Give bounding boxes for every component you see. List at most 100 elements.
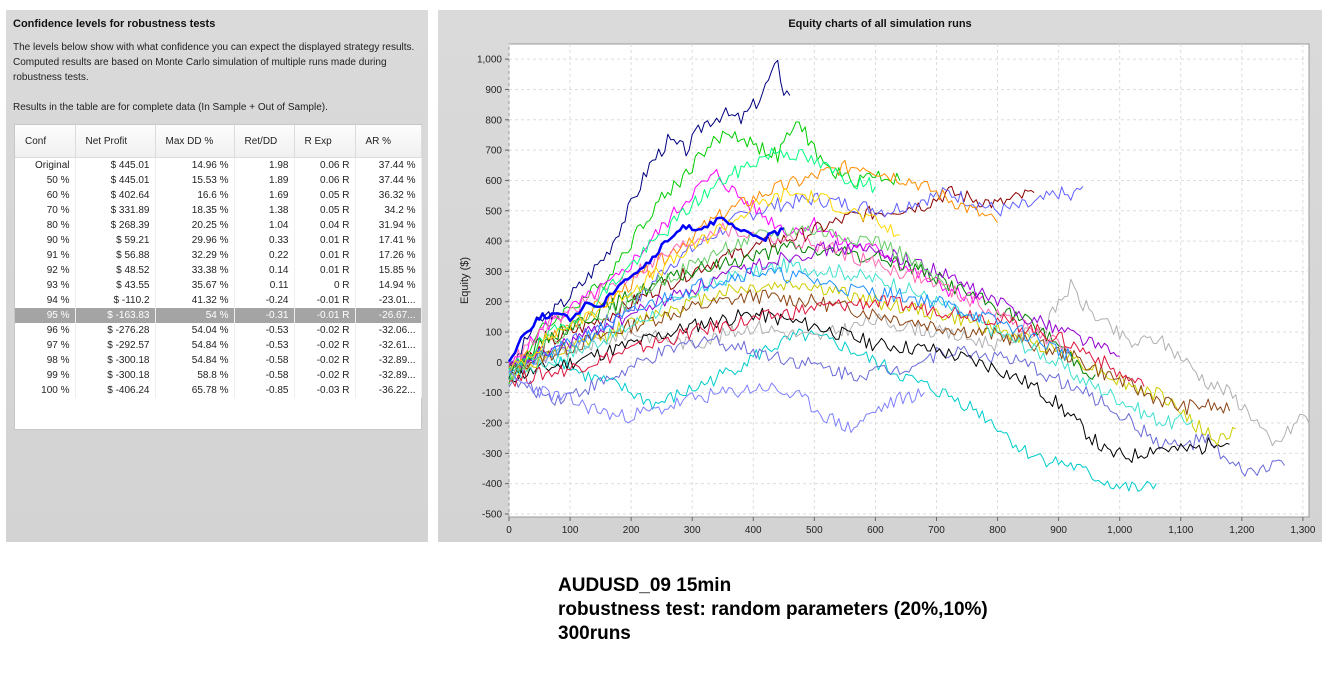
column-header[interactable]: Ret/DD	[234, 125, 295, 158]
table-cell: $ -292.57	[75, 338, 156, 353]
y-tick-label: 0	[496, 358, 502, 369]
table-row[interactable]: 96 % $ -276.28 54.04 % -0.53 -0.02 R -32.06..…	[15, 323, 422, 338]
column-header[interactable]: Max DD %	[155, 125, 235, 158]
table-cell: $ 331.89	[75, 203, 156, 218]
table-cell: $ -276.28	[75, 323, 156, 338]
table-row[interactable]: 90 % $ 59.21 29.96 % 0.33 0.01 R 17.41 %	[15, 233, 422, 248]
table-header-row: Conf Net Profit Max DD % Ret/DD R Exp AR %	[15, 125, 422, 158]
y-tick-label: -400	[482, 479, 502, 490]
y-tick-label: -500	[482, 509, 502, 520]
x-tick-label: 500	[806, 525, 823, 536]
table-row[interactable]: 50 % $ 445.01 15.53 % 1.89 0.06 R 37.44 %	[15, 173, 422, 188]
table-cell: $ 59.21	[75, 233, 156, 248]
equity-line-run-19	[508, 267, 1072, 373]
equity-line-run-20	[508, 225, 949, 382]
column-header[interactable]: R Exp	[294, 125, 356, 158]
table-cell: 94 %	[15, 293, 76, 308]
table-row[interactable]: 100 % $ -406.24 65.78 % -0.85 -0.03 R -36.22.…	[15, 383, 422, 398]
table-row[interactable]: 99 % $ -300.18 58.8 % -0.58 -0.02 R -32.89...	[15, 368, 422, 383]
confidence-description: The levels below show with what confiden…	[13, 42, 415, 83]
y-tick-label: -200	[482, 419, 502, 430]
equity-line-run-1	[508, 59, 791, 379]
equity-line-run-18	[508, 295, 1145, 387]
table-cell: $ -163.83	[75, 308, 156, 323]
x-tick-label: 800	[989, 525, 1006, 536]
table-cell: 50 %	[15, 173, 76, 188]
plot-area	[508, 43, 1310, 518]
table-cell: 1.69	[234, 188, 295, 203]
table-cell: 0.06 R	[294, 173, 356, 188]
table-row[interactable]: 92 % $ 48.52 33.38 % 0.14 0.01 R 15.85 %	[15, 263, 422, 278]
table-cell: 35.67 %	[155, 278, 235, 293]
table-cell: 54.84 %	[155, 353, 235, 368]
confidence-table: Conf Net Profit Max DD % Ret/DD R Exp AR % Or…	[15, 125, 422, 398]
table-row[interactable]: 97 % $ -292.57 54.84 % -0.53 -0.02 R -32.61..…	[15, 338, 422, 353]
table-cell: 31.94 %	[355, 218, 422, 233]
table-row[interactable]: 93 % $ 43.55 35.67 % 0.11 0 R 14.94 %	[15, 278, 422, 293]
x-tick-label: 1,200	[1229, 525, 1254, 536]
table-cell: 17.41 %	[355, 233, 422, 248]
equity-line-run-8	[508, 335, 1286, 477]
table-cell: 20.25 %	[155, 218, 235, 233]
equity-line-run-5	[508, 186, 1084, 380]
x-tick-label: 300	[684, 525, 701, 536]
table-cell: 98 %	[15, 353, 76, 368]
table-cell: 90 %	[15, 233, 76, 248]
table-cell: -32.06...	[355, 323, 422, 338]
table-cell: 34.2 %	[355, 203, 422, 218]
table-cell: -0.53	[234, 323, 295, 338]
table-row[interactable]: 94 % $ -110.2 41.32 % -0.24 -0.01 R -23.01...	[15, 293, 422, 308]
column-header[interactable]: Net Profit	[75, 125, 156, 158]
y-tick-label: 500	[485, 206, 502, 217]
table-cell: -0.02 R	[294, 323, 356, 338]
table-cell: $ -406.24	[75, 383, 156, 398]
caption-line-strategy: AUDUSD_09 15min	[558, 575, 732, 596]
y-tick-label: -100	[482, 388, 502, 399]
table-cell: 0.11	[234, 278, 295, 293]
x-tick-label: 1,300	[1290, 525, 1315, 536]
table-cell: 0.01 R	[294, 233, 356, 248]
table-cell: -0.31	[234, 308, 295, 323]
table-cell: 17.26 %	[355, 248, 422, 263]
table-row[interactable]: 91 % $ 56.88 32.29 % 0.22 0.01 R 17.26 %	[15, 248, 422, 263]
table-cell: 100 %	[15, 383, 76, 398]
y-tick-label: -300	[482, 449, 502, 460]
table-cell: -32.89...	[355, 353, 422, 368]
y-tick-label: 100	[485, 328, 502, 339]
table-cell: 97 %	[15, 338, 76, 353]
table-row[interactable]: 98 % $ -300.18 54.84 % -0.58 -0.02 R -32.89..…	[15, 353, 422, 368]
table-row[interactable]: 80 % $ 268.39 20.25 % 1.04 0.04 R 31.94 %	[15, 218, 422, 233]
table-row[interactable]: 95 % $ -163.83 54 % -0.31 -0.01 R -26.67...	[15, 308, 422, 323]
table-cell: 37.44 %	[355, 157, 422, 173]
table-cell: 0.14	[234, 263, 295, 278]
table-cell: 65.78 %	[155, 383, 235, 398]
x-tick-label: 700	[928, 525, 945, 536]
table-cell: -0.58	[234, 368, 295, 383]
table-cell: 18.35 %	[155, 203, 235, 218]
table-cell: 54.84 %	[155, 338, 235, 353]
x-tick-label: 400	[745, 525, 762, 536]
x-tick-label: 600	[867, 525, 884, 536]
table-cell: $ 445.01	[75, 157, 156, 173]
table-cell: 0.22	[234, 248, 295, 263]
table-cell: $ 48.52	[75, 263, 156, 278]
table-cell: 0.06 R	[294, 157, 356, 173]
equity-line-run-9	[508, 307, 1230, 463]
chart-title: Equity charts of all simulation runs	[788, 18, 972, 30]
column-header[interactable]: AR %	[355, 125, 422, 158]
table-cell: 70 %	[15, 203, 76, 218]
table-cell: -0.24	[234, 293, 295, 308]
table-row[interactable]: Original $ 445.01 14.96 % 1.98 0.06 R 37.44 %	[15, 157, 422, 173]
table-cell: 16.6 %	[155, 188, 235, 203]
y-tick-label: 200	[485, 297, 502, 308]
y-tick-label: 600	[485, 176, 502, 187]
table-cell: 0.01 R	[294, 263, 356, 278]
table-row[interactable]: 70 % $ 331.89 18.35 % 1.38 0.05 R 34.2 %	[15, 203, 422, 218]
table-cell: 0.33	[234, 233, 295, 248]
table-cell: 36.32 %	[355, 188, 422, 203]
table-cell: $ -110.2	[75, 293, 156, 308]
table-row[interactable]: 60 % $ 402.64 16.6 % 1.69 0.05 R 36.32 %	[15, 188, 422, 203]
column-header[interactable]: Conf	[15, 125, 76, 158]
equity-chart: 0 100 200 300 400 500 600 700 800 900 1,000 1,100 1,…	[459, 43, 1316, 536]
table-cell: -0.01 R	[294, 308, 356, 323]
